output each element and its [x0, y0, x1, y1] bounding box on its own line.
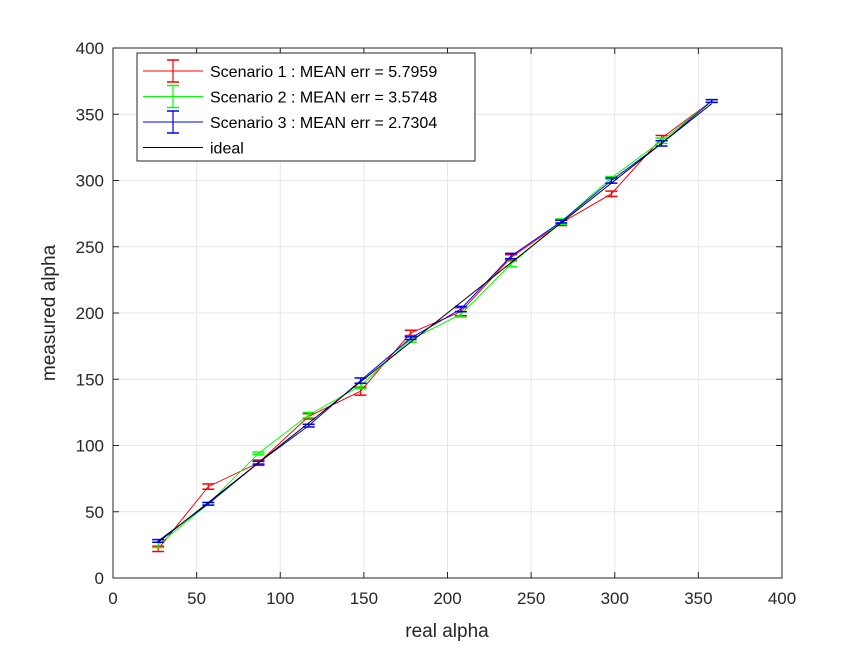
x-tick-label: 50: [187, 589, 206, 608]
error-bar: [202, 483, 215, 490]
axes: 0 50 100 150 200 250 300 350 400 0 50 100 150 200 250 3…: [76, 39, 797, 608]
x-tick-label: 200: [433, 589, 461, 608]
y-axis-label: measured alpha: [39, 244, 60, 381]
error-bar: [605, 190, 618, 198]
y-tick-label: 350: [76, 105, 104, 124]
y-tick-label: 200: [76, 304, 104, 323]
y-tick-label: 400: [76, 39, 104, 58]
x-tick-label: 100: [266, 589, 294, 608]
y-tick-label: 100: [76, 437, 104, 456]
x-tick-label: 250: [517, 589, 545, 608]
error-bar: [302, 411, 315, 419]
legend-label: ideal: [210, 141, 244, 158]
y-tick-label: 50: [85, 503, 104, 522]
x-tick-label: 150: [350, 589, 378, 608]
error-bar: [505, 252, 518, 260]
x-tick-label: 350: [684, 589, 712, 608]
series-line: [157, 103, 713, 543]
error-bar: [705, 98, 718, 104]
series-4: [157, 103, 713, 543]
legend-entry: Scenario 1 : MEAN err = 5.7959: [143, 59, 437, 83]
error-bar: [454, 305, 467, 313]
legend-entry: Scenario 2 : MEAN err = 3.5748: [143, 84, 437, 109]
legend-label: Scenario 1 : MEAN err = 5.7959: [210, 64, 437, 81]
legend-entry: ideal: [143, 141, 244, 158]
error-bar: [252, 451, 265, 456]
series-line: [157, 100, 713, 546]
series-layer: [152, 98, 718, 553]
x-tick-label: 300: [601, 589, 629, 608]
error-bar: [302, 423, 315, 428]
x-tick-label: 400: [768, 589, 796, 608]
y-tick-label: 250: [76, 238, 104, 257]
y-tick-label: 150: [76, 370, 104, 389]
x-tick-label: 0: [108, 589, 117, 608]
legend-entry: Scenario 3 : MEAN err = 2.7304: [143, 110, 437, 134]
axes-box: [112, 47, 783, 579]
y-tick-label: 0: [95, 569, 104, 588]
legend: Scenario 1 : MEAN err = 5.7959 Scenario 2…: [136, 52, 476, 162]
y-tick-label: 300: [76, 172, 104, 191]
legend-label: Scenario 3 : MEAN err = 2.7304: [210, 115, 437, 132]
legend-label: Scenario 2 : MEAN err = 3.5748: [210, 90, 437, 107]
x-axis-label: real alpha: [405, 621, 489, 642]
